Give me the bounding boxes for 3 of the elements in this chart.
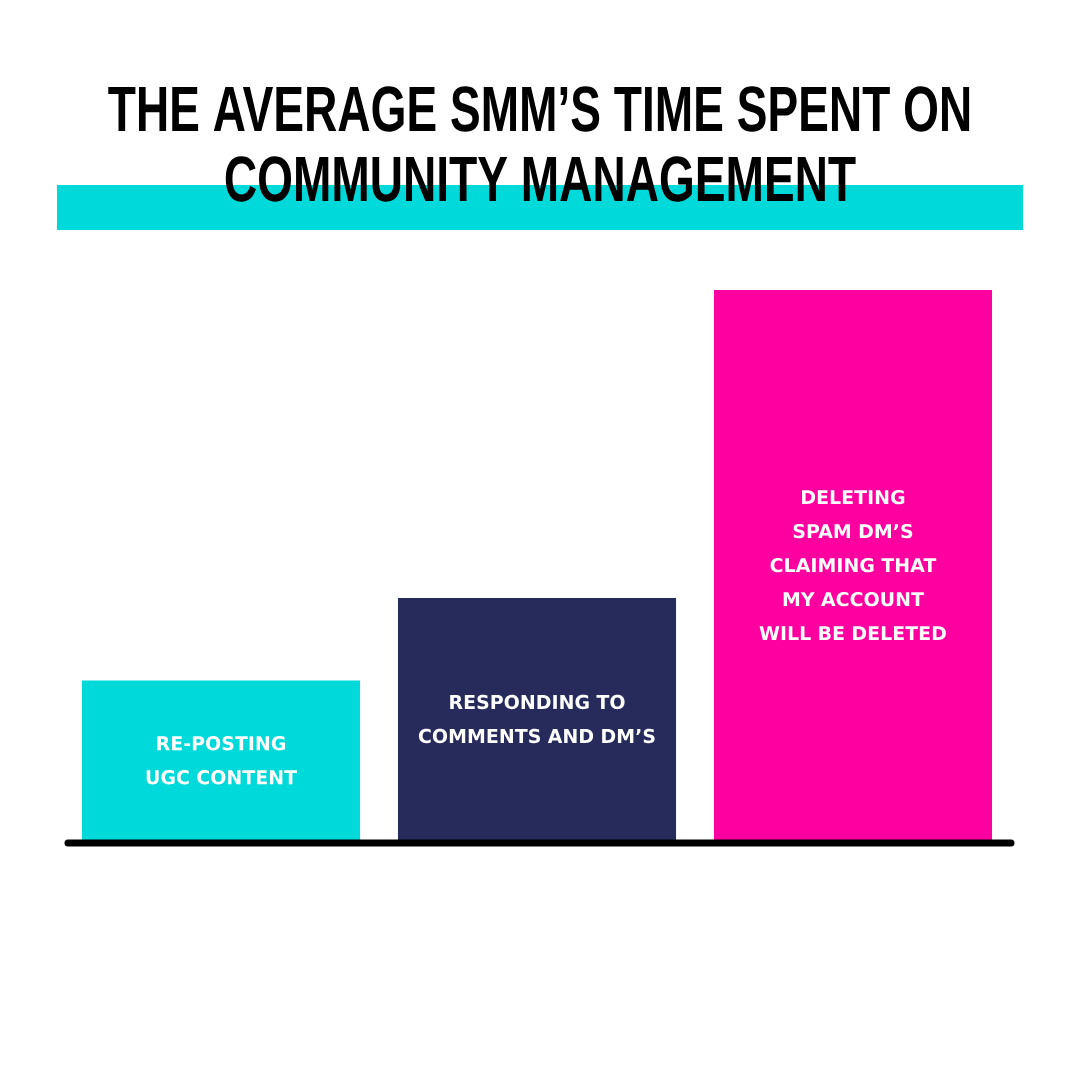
x-tick-label: RESPONDING TO COMMENTS AND DM’S bbox=[418, 694, 655, 744]
x-tick-label: RE-POSTING UGC CONTENT bbox=[146, 736, 297, 785]
x-tick-label: DELETING SPAM DM’S CLAIMING THAT MY ACCOUNT WILL BE DELETED bbox=[759, 489, 946, 641]
